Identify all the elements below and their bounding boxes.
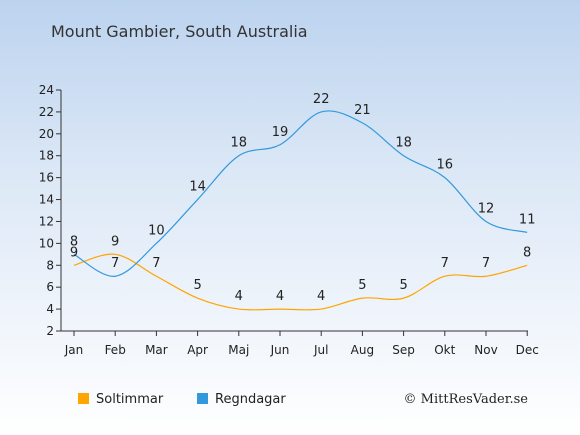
series-group: 9 9 7 5 4 4 4 5 5 7 7 8 8 7 10 14 18 19 22 21 18 16 12 11 (70, 92, 536, 311)
x-tick-label: Jul (313, 343, 328, 357)
data-label-soltimmar: 8 (523, 245, 531, 260)
data-label-soltimmar: 7 (441, 256, 449, 271)
data-label-soltimmar: 5 (358, 278, 366, 293)
data-label-regndagar: 14 (189, 180, 206, 195)
data-label-soltimmar: 4 (235, 289, 243, 304)
data-label-regndagar: 8 (70, 234, 78, 249)
x-tick-label: Dec (516, 343, 539, 357)
y-tick-label: 14 (39, 193, 54, 207)
data-label-regndagar: 21 (354, 103, 371, 118)
data-label-soltimmar: 7 (482, 256, 490, 271)
data-label-regndagar: 10 (148, 223, 165, 238)
legend-label-regndagar: Regndagar (215, 392, 286, 407)
x-tick-label: Mar (145, 343, 168, 357)
credit-text: © MittResVader.se (404, 392, 529, 407)
data-label-soltimmar: 9 (70, 245, 78, 260)
y-tick-label: 6 (46, 280, 54, 294)
x-tick-label: Jun (270, 343, 290, 357)
x-tick-label: Okt (434, 343, 455, 357)
data-label-soltimmar: 5 (193, 278, 201, 293)
data-label-soltimmar: 4 (276, 289, 284, 304)
data-label-regndagar: 16 (437, 158, 454, 173)
data-label-regndagar: 19 (272, 125, 289, 140)
series-line-soltimmar (73, 253, 528, 311)
x-tick-label: Jan (64, 343, 84, 357)
x-tick-label: Maj (228, 343, 249, 357)
data-label-soltimmar: 9 (111, 234, 119, 249)
x-tick-label: Aug (351, 343, 374, 357)
y-tick-label: 20 (39, 127, 54, 141)
y-tick-label: 12 (39, 214, 54, 228)
y-tick-label: 22 (39, 105, 54, 119)
data-label-soltimmar: 7 (152, 256, 160, 271)
series-line-regndagar (73, 110, 528, 277)
legend-swatch-regndagar (197, 393, 208, 404)
y-tick-label: 10 (39, 236, 54, 250)
data-label-regndagar: 11 (519, 212, 536, 227)
y-tick-label: 8 (46, 258, 54, 272)
y-tick-label: 18 (39, 149, 54, 163)
x-tick-label: Nov (474, 343, 497, 357)
data-label-regndagar: 7 (111, 256, 119, 271)
y-tick-label: 4 (46, 302, 54, 316)
x-tick-label: Sep (392, 343, 415, 357)
legend-label-soltimmar: Soltimmar (96, 392, 164, 407)
y-tick-label: 2 (46, 324, 54, 338)
y-tick-label: 24 (39, 83, 54, 97)
legend: Soltimmar Regndagar (78, 392, 286, 407)
y-tick-label: 16 (39, 171, 54, 185)
data-label-soltimmar: 4 (317, 289, 325, 304)
data-label-regndagar: 12 (478, 201, 495, 216)
data-label-regndagar: 18 (395, 136, 412, 151)
data-label-regndagar: 22 (313, 92, 330, 107)
data-label-soltimmar: 5 (399, 278, 407, 293)
data-label-regndagar: 18 (231, 136, 248, 151)
x-tick-label: Feb (105, 343, 126, 357)
x-tick-label: Apr (187, 343, 208, 357)
legend-swatch-soltimmar (78, 393, 89, 404)
chart-title: Mount Gambier, South Australia (51, 22, 308, 41)
